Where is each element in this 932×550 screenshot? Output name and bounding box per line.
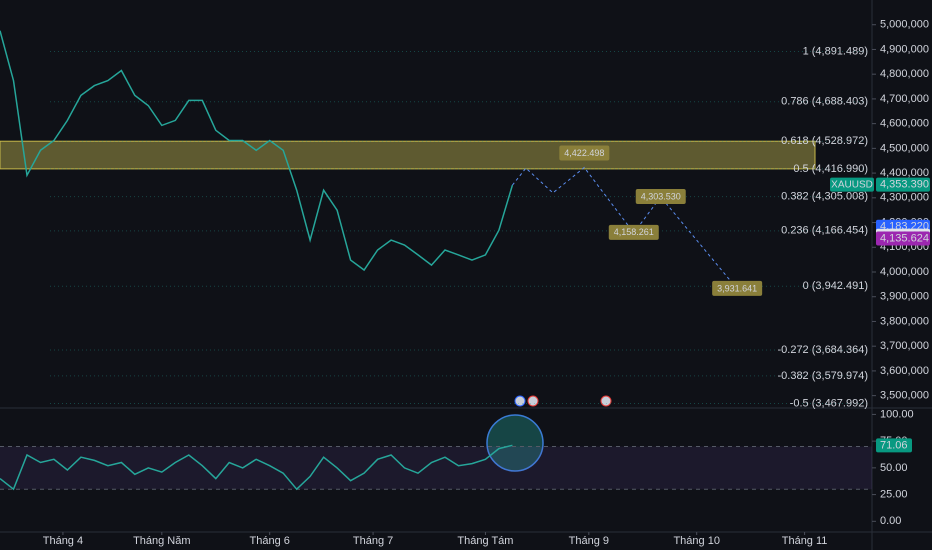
price-label-box [876, 231, 930, 246]
y-tick-label: 4,600,000 [880, 118, 929, 130]
x-tick-label: Tháng 6 [250, 535, 290, 547]
x-tick-label: Tháng Năm [133, 535, 190, 547]
fib-label: -0.272 (3,684.364) [777, 344, 868, 356]
symbol-label: XAUUSD [831, 179, 873, 190]
projection-label: 4,422.498 [559, 145, 610, 161]
price-line [0, 444, 513, 491]
fib-label: -0.382 (3,579.974) [777, 370, 868, 382]
y-tick-label: 3,600,000 [880, 365, 929, 377]
fib-label: 1 (4,891.489) [803, 45, 868, 57]
fib-label: -0.5 (3,467.992) [790, 397, 868, 409]
y-tick-label: 100.00 [880, 408, 914, 420]
price-label-box [876, 177, 930, 192]
price-line [0, 30, 514, 272]
price-label: 4,353.390 [880, 179, 929, 191]
x-tick-label: Tháng 10 [673, 535, 719, 547]
event-icon[interactable] [600, 395, 612, 407]
fib-label: 0.5 (4,416.990) [793, 163, 868, 175]
event-icon[interactable] [527, 395, 539, 407]
projection-label-box [635, 188, 686, 204]
price-label: 4,135.624 [880, 232, 929, 244]
y-tick-label: 0.00 [880, 515, 901, 527]
y-tick-label: 4,000,000 [880, 266, 929, 278]
fib-label: 0.382 (4,305.008) [781, 190, 868, 202]
projection-label-text: 4,303.530 [641, 191, 681, 201]
y-tick-label: 5,000,000 [880, 19, 929, 31]
y-tick-label: 4,900,000 [880, 43, 929, 55]
projection-path [512, 166, 738, 290]
symbol-box [830, 177, 874, 192]
x-tick-label: Tháng 4 [43, 535, 83, 547]
highlight-circle [486, 414, 544, 472]
projection-label: 4,158.261 [608, 224, 659, 240]
projection-label-text: 4,158.261 [614, 227, 654, 237]
rsi-current-label: 71.06 [880, 439, 908, 451]
y-tick-label: 3,700,000 [880, 340, 929, 352]
rsi-band [0, 446, 872, 490]
y-tick-label: 25.00 [880, 488, 908, 500]
projection-label-text: 4,422.498 [564, 148, 604, 158]
x-tick-label: Tháng Tám [457, 535, 513, 547]
y-tick-label: 4,700,000 [880, 93, 929, 105]
fib-zone [0, 140, 816, 170]
projection-label-text: 3,931.641 [717, 283, 757, 293]
y-tick-label: 50.00 [880, 462, 908, 474]
y-tick-label: 4,400,000 [880, 167, 929, 179]
x-tick-label: Tháng 9 [569, 535, 609, 547]
fib-label: 0 (3,942.491) [803, 280, 868, 292]
fib-label: 0.786 (4,688.403) [781, 96, 868, 108]
projection-label: 4,303.530 [635, 188, 686, 204]
y-tick-label: 3,500,000 [880, 390, 929, 402]
y-tick-label: 3,900,000 [880, 291, 929, 303]
fib-label: 0.236 (4,166.454) [781, 225, 868, 237]
fib-label: 0.618 (4,528.972) [781, 135, 868, 147]
projection-label: 3,931.641 [712, 280, 763, 296]
projection-label-box [712, 280, 763, 296]
y-tick-label: 4,500,000 [880, 142, 929, 154]
x-tick-label: Tháng 11 [782, 535, 828, 547]
y-tick-label: 4,300,000 [880, 192, 929, 204]
y-tick-label: 4,800,000 [880, 68, 929, 80]
projection-label-box [608, 224, 659, 240]
y-tick-label: 3,800,000 [880, 315, 929, 327]
rsi-current-box [876, 438, 912, 453]
x-tick-label: Tháng 7 [353, 535, 393, 547]
projection-label-box [559, 145, 610, 161]
event-icon[interactable] [514, 395, 526, 407]
